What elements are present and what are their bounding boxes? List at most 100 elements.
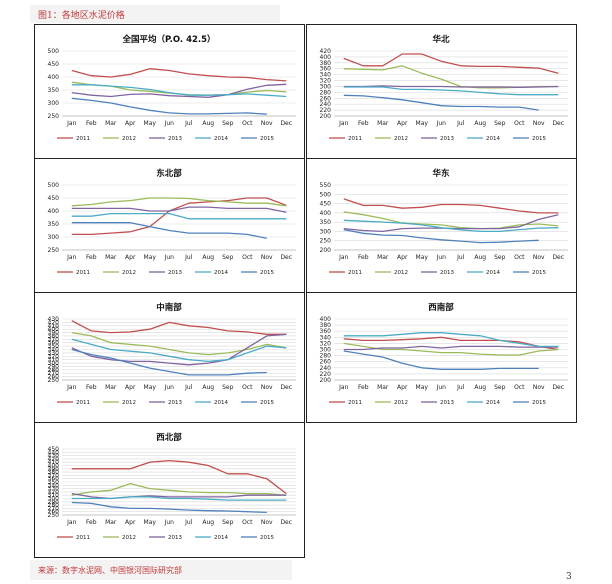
x-tick-label: Apr: [397, 384, 408, 391]
y-tick-label: 290: [48, 363, 60, 370]
y-tick-label: 410: [48, 323, 60, 330]
y-tick-label: 400: [48, 74, 60, 81]
x-tick-label: Aug: [202, 384, 214, 391]
legend-label-2014: 2014: [214, 270, 228, 276]
series-line-2014: [71, 84, 287, 98]
y-tick-label: 300: [48, 100, 60, 107]
y-tick-label: 300: [48, 496, 60, 503]
series-line-2013: [71, 206, 287, 213]
y-tick-label: 350: [48, 221, 60, 228]
y-tick-label: 340: [320, 334, 332, 341]
x-tick-label: Sep: [222, 384, 234, 391]
y-tick-label: 430: [48, 453, 60, 460]
x-tick-label: Aug: [474, 384, 486, 391]
y-tick-label: 550: [320, 182, 332, 189]
x-tick-label: Oct: [242, 384, 253, 391]
y-tick-label: 360: [48, 476, 60, 483]
legend-label-2013: 2013: [440, 270, 454, 276]
x-tick-label: Jan: [66, 519, 76, 526]
legend-label-2014: 2014: [214, 400, 228, 406]
figure-title: 图1：各地区水泥价格: [38, 11, 125, 21]
y-tick-label: 360: [320, 328, 332, 335]
y-tick-label: 240: [320, 365, 332, 372]
chart-panel-4: 华东 200 250 300 350 400 450 500 550 Jan Feb Mar Apr Ma…: [306, 158, 577, 293]
legend-label-2014: 2014: [214, 535, 228, 541]
x-tick-label: Feb: [86, 519, 97, 526]
x-tick-label: Feb: [358, 384, 369, 391]
y-tick-label: 360: [320, 66, 332, 73]
x-tick-label: Apr: [125, 120, 136, 127]
chart-frame: [306, 292, 577, 423]
legend-label-2015: 2015: [532, 400, 546, 406]
source-bar: [30, 560, 292, 580]
y-tick-label: 450: [48, 446, 60, 453]
x-tick-label: Jul: [456, 254, 465, 261]
legend-label-2013: 2013: [440, 136, 454, 142]
x-tick-label: May: [416, 384, 429, 391]
legend-label-2014: 2014: [486, 400, 500, 406]
x-tick-label: Mar: [377, 120, 389, 127]
y-tick-label: 250: [48, 113, 60, 120]
y-tick-label: 390: [48, 330, 60, 337]
y-tick-label: 330: [48, 350, 60, 357]
x-tick-label: Jun: [164, 384, 175, 391]
x-tick-label: Oct: [242, 519, 253, 526]
series-line-2013: [71, 333, 287, 366]
legend-label-2014: 2014: [214, 136, 228, 142]
y-tick-label: 260: [320, 95, 332, 102]
y-tick-label: 200: [320, 113, 332, 120]
chart-frame: [34, 158, 305, 293]
y-tick-label: 380: [48, 469, 60, 476]
y-tick-label: 200: [320, 377, 332, 384]
y-tick-label: 260: [48, 374, 60, 381]
x-tick-label: Mar: [105, 519, 117, 526]
header-bar: [30, 5, 280, 23]
series-line-2011: [343, 336, 559, 351]
x-tick-label: Feb: [86, 120, 97, 127]
y-tick-label: 500: [320, 191, 332, 198]
x-tick-label: Apr: [397, 120, 408, 127]
x-tick-label: Mar: [105, 120, 117, 127]
y-tick-label: 450: [48, 195, 60, 202]
y-tick-label: 380: [320, 322, 332, 329]
x-tick-label: Aug: [202, 254, 214, 261]
y-tick-label: 310: [48, 492, 60, 499]
x-tick-label: Mar: [377, 384, 389, 391]
x-tick-label: Jun: [436, 120, 447, 127]
x-tick-label: Dec: [280, 120, 292, 127]
x-tick-label: Apr: [397, 254, 408, 261]
y-tick-label: 400: [48, 463, 60, 470]
legend-label-2015: 2015: [260, 136, 274, 142]
y-tick-label: 340: [320, 72, 332, 79]
legend-label-2011: 2011: [76, 136, 90, 142]
chart-panel-3: 东北部 250 300 350 400 450 500 Jan Feb Mar Apr May Jun J…: [34, 158, 305, 293]
x-tick-label: Sep: [222, 254, 234, 261]
legend-label-2013: 2013: [168, 270, 182, 276]
y-tick-label: 380: [320, 60, 332, 67]
series-line-2011: [71, 197, 287, 236]
legend-label-2011: 2011: [76, 535, 90, 541]
y-tick-label: 320: [48, 353, 60, 360]
y-tick-label: 410: [48, 459, 60, 466]
legend-label-2012: 2012: [394, 270, 408, 276]
chart-title: 西北部: [156, 432, 182, 443]
legend-label-2013: 2013: [440, 400, 454, 406]
legend-label-2012: 2012: [122, 535, 136, 541]
y-tick-label: 370: [48, 336, 60, 343]
y-tick-label: 450: [48, 61, 60, 68]
series-line-2015: [71, 501, 267, 514]
x-tick-label: May: [144, 254, 157, 261]
x-tick-label: Aug: [474, 254, 486, 261]
series-line-2015: [343, 228, 539, 244]
y-tick-label: 250: [48, 377, 60, 384]
x-tick-label: Dec: [552, 120, 564, 127]
x-tick-label: Jul: [184, 519, 193, 526]
y-tick-label: 390: [48, 466, 60, 473]
x-tick-label: Nov: [261, 254, 273, 261]
y-tick-label: 300: [48, 234, 60, 241]
x-tick-label: Jul: [456, 120, 465, 127]
legend-label-2011: 2011: [348, 270, 362, 276]
legend-label-2015: 2015: [260, 400, 274, 406]
series-line-2011: [71, 320, 287, 335]
